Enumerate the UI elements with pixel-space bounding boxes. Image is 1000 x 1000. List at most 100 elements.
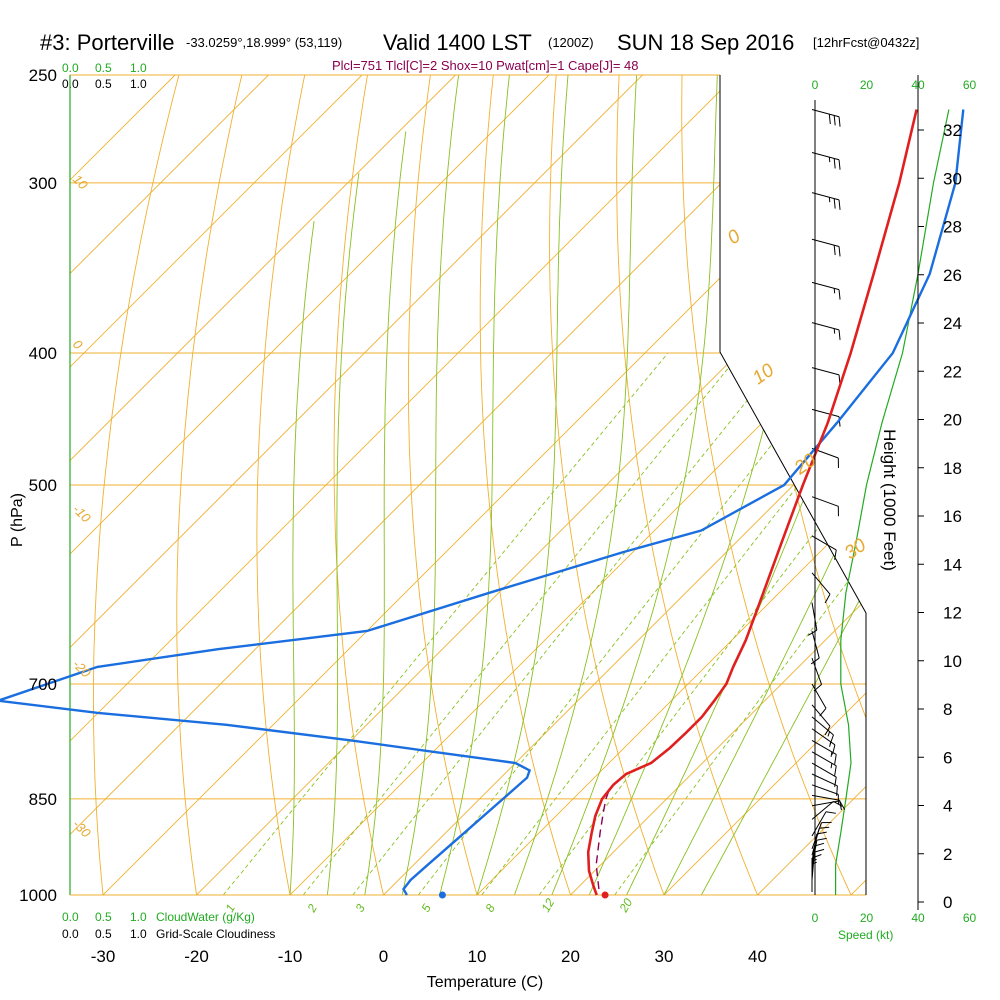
height-tick-label: 4 bbox=[943, 797, 952, 816]
dewpoint-line bbox=[0, 109, 965, 896]
temperature-tick-label: -30 bbox=[91, 947, 116, 966]
sounding-indices: Plcl=751 Tlcl[C]=2 Shox=10 Pwat[cm]=1 Ca… bbox=[332, 58, 639, 73]
wind-barb-flag bbox=[838, 289, 841, 300]
wind-barb bbox=[811, 794, 842, 811]
cloudwater-tick-top: 0.5 bbox=[95, 61, 112, 75]
moist-adiabat bbox=[401, 75, 460, 895]
wind-barb bbox=[811, 238, 841, 257]
wind-barb bbox=[811, 739, 837, 765]
wind-barb-staff bbox=[811, 535, 837, 551]
wind-barb-half bbox=[830, 763, 833, 769]
speed-tick-bottom: 20 bbox=[860, 911, 874, 925]
wind-barb bbox=[811, 496, 839, 517]
height-tick-label: 26 bbox=[943, 266, 962, 285]
temperature-tick-label: 10 bbox=[468, 947, 487, 966]
speed-tick-bottom: 0 bbox=[812, 911, 819, 925]
wind-barb-flag bbox=[825, 811, 836, 814]
isotherm-label: -10 bbox=[70, 502, 94, 526]
cloudwater-tick-bottom: 0.0 bbox=[62, 910, 79, 924]
isotherm-line bbox=[70, 75, 269, 895]
speed-tick-top: 0 bbox=[812, 78, 819, 92]
chart-grid bbox=[69, 74, 1000, 896]
pressure-tick-label: 1000 bbox=[19, 886, 57, 905]
speed-tick-bottom: 60 bbox=[963, 911, 977, 925]
height-axis-label: Height (1000 Feet) bbox=[880, 429, 899, 571]
height-tick-label: 14 bbox=[943, 555, 962, 574]
mixing-ratio-label: 8 bbox=[482, 901, 498, 914]
wind-barb-flag bbox=[838, 329, 841, 340]
y-axis-label: P (hPa) bbox=[9, 493, 26, 547]
wind-barb-flag bbox=[838, 199, 841, 210]
wind-barb bbox=[811, 535, 837, 560]
wind-barb-half bbox=[828, 197, 831, 203]
temperature-tick-label: 0 bbox=[379, 947, 388, 966]
height-tick-label: 28 bbox=[943, 218, 962, 237]
wind-barb-flag bbox=[834, 776, 837, 787]
height-tick-label: 24 bbox=[943, 314, 962, 333]
wind-barb-flag bbox=[838, 116, 841, 127]
wind-barb bbox=[808, 602, 818, 636]
wind-barb-flag bbox=[833, 115, 836, 126]
cloudiness-label: Grid-Scale Cloudiness bbox=[156, 927, 275, 941]
temperature-tick-label: -10 bbox=[278, 947, 303, 966]
speed-label: Speed (kt) bbox=[838, 928, 893, 942]
wind-barb-flag bbox=[819, 707, 827, 717]
moist-adiabat bbox=[326, 172, 360, 895]
wind-barb-staff bbox=[811, 367, 840, 376]
cloudwater-tick-bottom: 1.0 bbox=[130, 910, 147, 924]
wind-barb bbox=[811, 773, 838, 796]
wind-barb-flag bbox=[816, 837, 827, 841]
isotherm-label: 10 bbox=[70, 172, 91, 193]
isotherm-line bbox=[70, 75, 456, 895]
wind-barb-flag bbox=[838, 246, 841, 257]
mixing-ratio-label: 5 bbox=[418, 901, 434, 914]
cloudwater-label: CloudWater (g/Kg) bbox=[156, 910, 255, 924]
wind-barb-staff bbox=[811, 784, 839, 795]
wind-barb-staff bbox=[811, 192, 840, 201]
dry-adiabat bbox=[176, 75, 243, 895]
moist-adiabat bbox=[551, 75, 718, 895]
wind-barb bbox=[811, 192, 841, 210]
height-tick-label: 32 bbox=[943, 121, 962, 140]
utc-time: (1200Z) bbox=[548, 35, 594, 50]
chart-profiles bbox=[0, 108, 965, 899]
speed-tick-top: 60 bbox=[963, 78, 977, 92]
wind-barb-flag bbox=[816, 831, 827, 835]
isotherm-line bbox=[70, 75, 363, 895]
temperature-tick-label: -20 bbox=[184, 947, 209, 966]
wind-barb-staff bbox=[811, 801, 834, 820]
moist-adiabat bbox=[663, 75, 866, 895]
moist-adiabat bbox=[439, 75, 510, 895]
height-tick-label: 18 bbox=[943, 459, 962, 478]
moist-adiabat bbox=[701, 75, 866, 895]
isotherm-label: -30 bbox=[70, 817, 94, 841]
speed-tick-top: 40 bbox=[911, 78, 925, 92]
cloudwater-tick-top: 1.0 bbox=[130, 61, 147, 75]
height-tick-label: 8 bbox=[943, 700, 952, 719]
dry-adiabat bbox=[997, 75, 1000, 895]
height-tick-label: 30 bbox=[943, 169, 962, 188]
wind-barb-staff bbox=[811, 152, 840, 161]
mixing-ratio-label: 2 bbox=[304, 901, 320, 915]
theta-label: 30 bbox=[841, 535, 871, 565]
cloudiness-tick-bottom: 0.5 bbox=[95, 927, 112, 941]
wind-barb-flag bbox=[824, 593, 831, 604]
isotherm-label: 0 bbox=[70, 337, 86, 353]
wind-barb-staff bbox=[811, 238, 840, 247]
mixing-ratio-line bbox=[417, 352, 846, 895]
height-tick-label: 12 bbox=[943, 604, 962, 623]
dry-adiabat bbox=[92, 75, 180, 895]
wind-barb-flag bbox=[838, 159, 841, 170]
wind-barb-staff bbox=[811, 822, 823, 850]
height-tick-label: 2 bbox=[943, 845, 952, 864]
wind-barb-staff bbox=[811, 811, 827, 837]
cloudiness-tick-bottom: 1.0 bbox=[130, 927, 147, 941]
surface-dewpoint-point bbox=[438, 891, 446, 899]
pressure-tick-label: 700 bbox=[29, 675, 57, 694]
wind-barb-flag bbox=[834, 765, 837, 776]
cloudiness-tick-top: 0.5 bbox=[95, 77, 112, 91]
wind-barb bbox=[811, 716, 834, 745]
pressure-tick-label: 300 bbox=[29, 174, 57, 193]
